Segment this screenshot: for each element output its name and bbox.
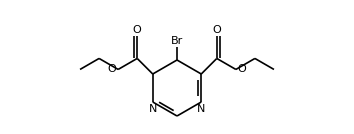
Text: O: O	[212, 25, 221, 36]
Text: O: O	[107, 64, 116, 75]
Text: O: O	[238, 64, 247, 75]
Text: N: N	[149, 104, 157, 114]
Text: N: N	[197, 104, 205, 114]
Text: Br: Br	[171, 36, 183, 46]
Text: O: O	[133, 25, 142, 36]
